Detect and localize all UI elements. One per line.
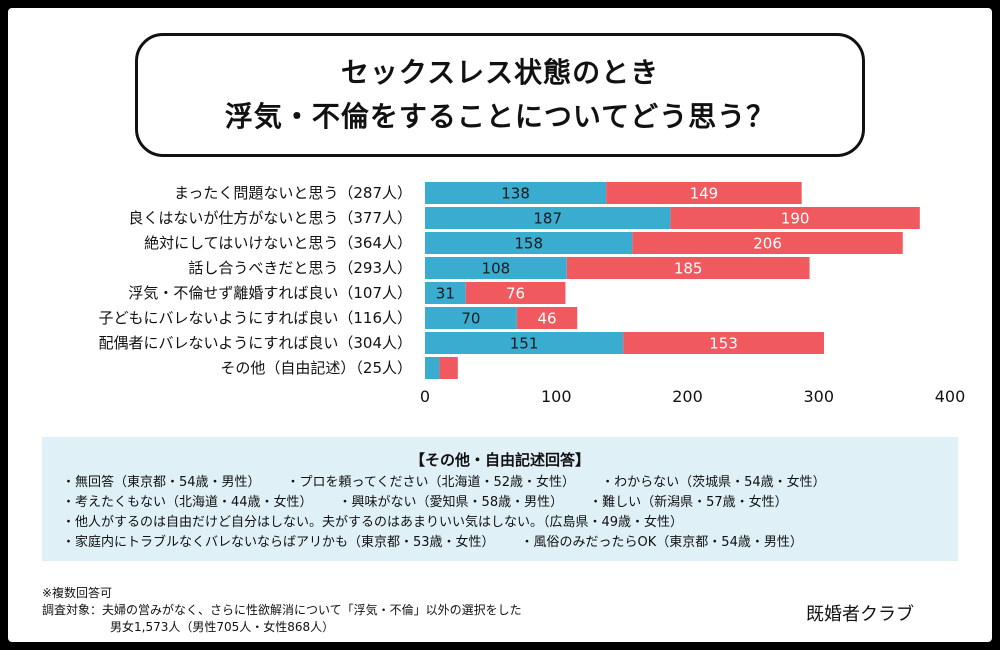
bar-value-label: 76 [506,285,525,303]
free-answer-item: ・家庭内にトラブルなくバレないならばアリかも（東京都・53歳・女性） [62,535,495,550]
free-answer-item: ・考えたくもない（北海道・44歳・女性） [62,495,313,510]
title-line-1: セックスレス状態のとき [340,56,660,89]
bar-segment-male [425,182,607,204]
bar-segment-female [566,257,810,279]
bar-segment-female [516,307,578,329]
bar-value-label: 108 [482,260,511,278]
bar-segment-female [606,182,802,204]
x-tick-label: 100 [541,387,572,406]
bar-value-label: 190 [781,210,810,228]
title-line-2: 浮気・不倫をすることについてどう思う？ [224,100,776,133]
bar-value-label: 149 [690,185,719,203]
note-respondents: 男女1,573人（男性705人・女性868人） [110,620,335,634]
bar-value-label: 153 [709,335,738,353]
survey-notes: ※複数回答可 調査対象：夫婦の営みがなく、さらに性欲解消について「浮気・不倫」以… [42,585,522,636]
free-answer-item: ・興味がない（愛知県・58歳・男性） [338,495,564,510]
free-answer-row: ・無回答（東京都・54歳・男性） ・プロを頼ってください（北海道・52歳・女性） ・… [62,473,938,493]
bar-value-label: 138 [501,185,530,203]
x-tick-label: 200 [672,387,703,406]
bar-segment-male [425,207,671,229]
brand-name: 既婚者クラブ [806,604,914,625]
bar-value-label: 151 [510,335,539,353]
bar-value-label: 206 [753,235,782,253]
bar-segment-female [670,207,920,229]
x-tick-label: 300 [803,387,834,406]
free-answer-item: ・難しい（新潟県・57歳・女性） [589,495,788,510]
bar-segment-female [632,232,903,254]
free-answer-row: ・家庭内にトラブルなくバレないならばアリかも（東京都・53歳・女性） ・風俗のみだ… [62,533,938,553]
category-label: 子どもにバレないようにすれば良い（116人） [99,309,412,327]
category-label: 絶対にしてはいけないと思う（364人） [144,234,412,252]
note-multiple-answers: ※複数回答可 [42,586,113,600]
bar-value-label: 187 [533,210,562,228]
bar-value-label: 158 [514,235,543,253]
bar-segment-female [465,282,566,304]
free-answer-item: ・わからない（茨城県・54歳・女性） [601,475,826,490]
bar-value-label: 185 [674,260,703,278]
free-answer-row: ・考えたくもない（北海道・44歳・女性） ・興味がない（愛知県・58歳・男性） ・難… [62,493,938,513]
category-label: 話し合うべきだと思う（293人） [188,259,412,277]
title-box: セックスレス状態のとき 浮気・不倫をすることについてどう思う？ [135,33,865,157]
free-answer-item: ・他人がするのは自由だけど自分はしない。夫がするのはあまりいい気はしない。（広島… [62,515,684,530]
bar-segment-male [425,357,440,379]
category-label: その他（自由記述）（25人） [220,359,412,377]
category-label: 配偶者にバレないようにすれば良い（304人） [99,334,412,352]
free-answer-item: ・風俗のみだったらOK（東京都・54歳・男性） [520,535,803,550]
category-label: 良くはないが仕方がないと思う（377人） [128,209,412,227]
free-answers-title: 【その他・自由記述回答】 [409,451,590,469]
bar-segment-male [425,282,466,304]
bar-value-label: 46 [538,310,557,328]
free-answer-row: ・他人がするのは自由だけど自分はしない。夫がするのはあまりいい気はしない。（広島… [62,513,938,533]
bar-segment-male [425,257,567,279]
bar-segment-male [425,332,624,354]
free-answers-list: ・無回答（東京都・54歳・男性） ・プロを頼ってください（北海道・52歳・女性） ・… [62,473,938,553]
bar-value-label: 31 [436,285,455,303]
category-label: 浮気・不倫せず離婚すれば良い（107人） [128,284,412,302]
free-answer-item: ・プロを頼ってください（北海道・52歳・女性） [286,475,576,490]
bar-segment-male [425,307,517,329]
category-label: まったく問題ないと思う（287人） [174,184,412,202]
x-tick-label: 400 [935,387,966,406]
bar-value-label: 70 [461,310,480,328]
note-survey-target: 調査対象：夫婦の営みがなく、さらに性欲解消について「浮気・不倫」以外の選択をした [42,603,522,617]
bar-segment-female [623,332,824,354]
x-tick-label: 0 [420,387,430,406]
free-answers-box: 【その他・自由記述回答】 ・無回答（東京都・54歳・男性） ・プロを頼ってください… [42,437,958,561]
bar-segment-male [425,232,633,254]
free-answer-item: ・無回答（東京都・54歳・男性） [62,475,261,490]
bar-segment-female [439,357,458,379]
